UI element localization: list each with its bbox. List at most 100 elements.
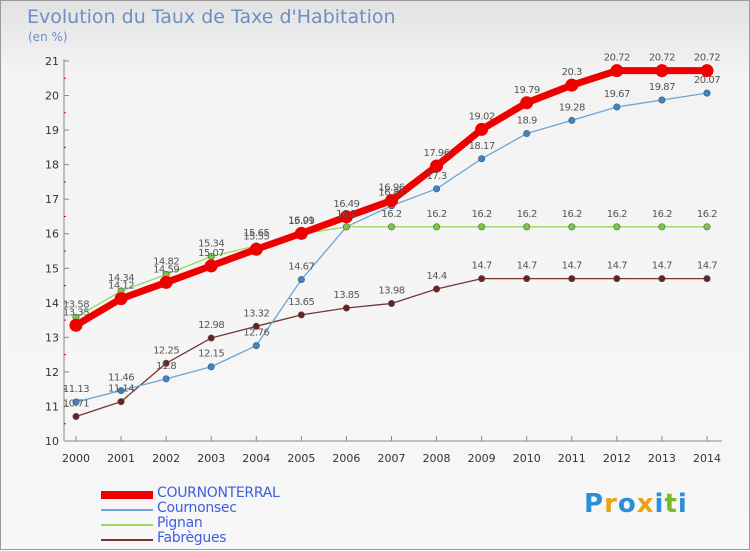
data-point-2 xyxy=(523,223,531,231)
data-label: 13.85 xyxy=(333,290,359,301)
data-label: 14.7 xyxy=(517,261,537,272)
y-tick-label: 20 xyxy=(45,90,59,103)
data-point-1 xyxy=(207,363,215,371)
data-label: 11.14 xyxy=(108,384,134,395)
legend-label: Cournonsec xyxy=(157,500,237,516)
x-tick-label: 2010 xyxy=(513,452,541,465)
x-tick-label: 2011 xyxy=(558,452,586,465)
data-label: 15.55 xyxy=(243,231,269,242)
data-point-2 xyxy=(658,223,666,231)
data-point-1 xyxy=(162,375,170,383)
data-label: 13.65 xyxy=(288,297,314,308)
data-point-1 xyxy=(613,103,621,111)
data-label: 14.7 xyxy=(562,261,582,272)
data-label: 19.87 xyxy=(649,82,675,93)
data-point-0 xyxy=(430,159,444,173)
legend-label: Fabrègues xyxy=(157,530,227,546)
data-point-0 xyxy=(159,275,173,289)
data-point-2 xyxy=(568,223,576,231)
data-point-0 xyxy=(294,226,308,240)
data-label: 11.8 xyxy=(156,361,176,372)
x-tick-label: 2004 xyxy=(242,452,270,465)
data-point-0 xyxy=(114,292,128,306)
data-point-3 xyxy=(297,311,305,319)
data-point-1 xyxy=(523,130,531,138)
data-point-0 xyxy=(475,122,489,136)
data-point-0 xyxy=(700,64,714,78)
data-label: 19.67 xyxy=(604,89,630,100)
data-label: 11.13 xyxy=(63,384,89,395)
data-point-0 xyxy=(655,64,669,78)
data-label: 13.32 xyxy=(243,308,269,319)
data-label: 16.2 xyxy=(607,209,627,220)
data-point-3 xyxy=(658,275,666,283)
data-label: 15.34 xyxy=(198,239,224,250)
data-label: 13.98 xyxy=(378,286,404,297)
data-point-2 xyxy=(613,223,621,231)
data-point-3 xyxy=(613,275,621,283)
legend-label: Pignan xyxy=(157,515,203,531)
data-label: 20.3 xyxy=(562,67,582,78)
data-label: 16.2 xyxy=(381,209,401,220)
data-label: 12.15 xyxy=(198,349,224,360)
data-point-3 xyxy=(568,275,576,283)
data-label: 17.96 xyxy=(424,148,450,159)
x-tick-label: 2013 xyxy=(648,452,676,465)
data-point-3 xyxy=(207,334,215,342)
data-label: 20.07 xyxy=(694,75,720,86)
data-label: 14.7 xyxy=(472,261,492,272)
data-label: 14.7 xyxy=(652,261,672,272)
legend-swatch xyxy=(101,539,153,541)
data-label: 14.67 xyxy=(288,262,314,273)
data-point-2 xyxy=(478,223,486,231)
chart-title: Evolution du Taux de Taxe d'Habitation xyxy=(27,6,396,28)
x-tick-label: 2002 xyxy=(152,452,180,465)
x-tick-label: 2014 xyxy=(693,452,721,465)
data-label: 16.01 xyxy=(288,215,314,226)
data-label: 16.2 xyxy=(336,209,356,220)
data-label: 14.34 xyxy=(108,273,134,284)
data-label: 16.49 xyxy=(333,199,359,210)
y-tick-label: 15 xyxy=(45,262,59,275)
data-point-0 xyxy=(249,242,263,256)
data-point-0 xyxy=(204,259,218,273)
data-label: 16.2 xyxy=(652,209,672,220)
x-tick-label: 2001 xyxy=(107,452,135,465)
data-label: 11.46 xyxy=(108,373,134,384)
data-label: 12.98 xyxy=(198,320,224,331)
logo-letter: i xyxy=(654,489,665,519)
data-point-0 xyxy=(385,194,398,208)
y-tick-label: 19 xyxy=(45,124,59,137)
data-point-3 xyxy=(162,359,170,367)
data-label: 20.72 xyxy=(649,53,675,64)
y-tick-label: 21 xyxy=(45,55,59,68)
y-tick-label: 17 xyxy=(45,193,59,206)
data-point-1 xyxy=(433,185,441,193)
data-point-2 xyxy=(342,223,350,231)
data-label: 13.58 xyxy=(63,299,89,310)
data-label: 16.2 xyxy=(697,209,717,220)
data-point-1 xyxy=(72,398,80,406)
data-point-0 xyxy=(610,64,624,78)
data-label: 16.2 xyxy=(336,209,356,220)
data-point-0 xyxy=(339,210,353,224)
data-label: 18.9 xyxy=(517,116,537,127)
data-point-3 xyxy=(117,398,125,406)
chart-subtitle: (en %) xyxy=(28,30,68,44)
data-point-3 xyxy=(387,300,395,308)
x-tick-label: 2005 xyxy=(287,452,315,465)
data-point-1 xyxy=(568,116,576,124)
logo-letter: t xyxy=(664,489,678,519)
data-label: 15.65 xyxy=(243,228,269,239)
data-label: 16.2 xyxy=(517,209,537,220)
x-tick-label: 2003 xyxy=(197,452,225,465)
data-label: 13.35 xyxy=(63,307,89,318)
data-label: 10.71 xyxy=(63,398,89,409)
data-label: 17.3 xyxy=(426,171,446,182)
data-point-1 xyxy=(117,387,125,395)
data-point-1 xyxy=(658,96,666,104)
data-point-1 xyxy=(252,342,260,350)
data-label: 12.25 xyxy=(153,345,179,356)
y-tick-label: 12 xyxy=(45,366,59,379)
data-label: 18.17 xyxy=(469,141,495,152)
